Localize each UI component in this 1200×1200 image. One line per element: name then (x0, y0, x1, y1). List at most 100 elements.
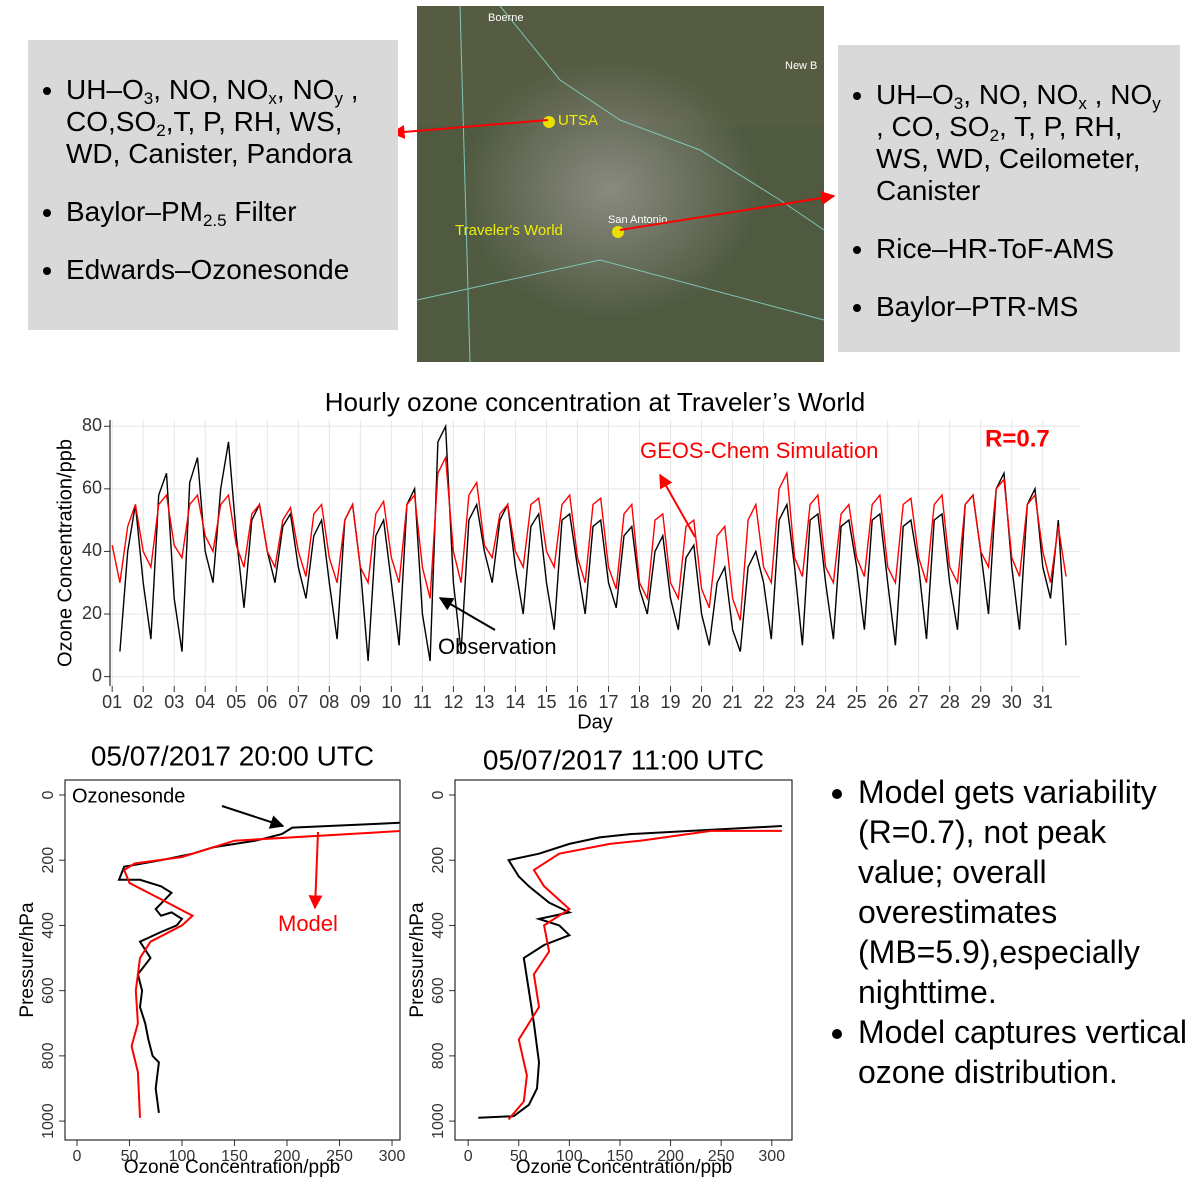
x-axis-title: Ozone Concentration/ppb (124, 1157, 341, 1178)
x-tick-label: 19 (661, 692, 681, 712)
subscript: 3 (143, 89, 154, 108)
x-tick-label: 02 (133, 692, 153, 712)
x-tick-label: 29 (971, 692, 991, 712)
text-run: UH–O (876, 79, 954, 110)
subscript: x (1078, 94, 1087, 113)
plot-frame (454, 779, 793, 1141)
x-axis-title: Day (577, 711, 613, 733)
y-tick-label: 400 (40, 912, 57, 939)
map-boundary (416, 5, 825, 363)
x-tick-label: 10 (381, 692, 401, 712)
x-tick-label: 08 (319, 692, 339, 712)
x-tick-label: 04 (195, 692, 215, 712)
y-tick-label: 600 (40, 977, 57, 1004)
instrument-item: Baylor–PM2.5 Filter (66, 196, 390, 229)
chart-title: 05/07/2017 11:00 UTC (483, 744, 764, 775)
x-tick-label: 50 (121, 1148, 139, 1165)
y-tick-label: 600 (430, 977, 447, 1004)
x-tick-label: 03 (164, 692, 184, 712)
series-line (119, 423, 1067, 662)
text-run: , NO, NO (153, 74, 269, 105)
text-run: , CO,SO (66, 74, 359, 137)
y-tick-label: 0 (92, 665, 102, 685)
instrument-item: Baylor–PTR-MS (876, 291, 1174, 323)
text-run: Baylor–PM (66, 196, 203, 227)
subscript: y (1152, 94, 1161, 113)
x-tick-label: 23 (785, 692, 805, 712)
map-label: New B (785, 60, 817, 72)
x-tick-label: 01 (102, 692, 122, 712)
text-run: , CO, SO (876, 111, 990, 142)
x-tick-label: 300 (379, 1148, 406, 1165)
instrument-item: UH–O3, NO, NOx, NOy , CO,SO2,T, P, RH, W… (66, 74, 390, 170)
subscript: y (334, 89, 343, 108)
map-label: San Antonio (608, 214, 667, 226)
instrument-item: UH–O3, NO, NOx , NOy , CO, SO2, T, P, RH… (876, 79, 1174, 207)
y-tick-label: 60 (82, 478, 102, 498)
annotation: Observation (438, 634, 557, 659)
y-tick-label: 0 (40, 790, 57, 799)
y-tick-label: 1000 (430, 1103, 447, 1139)
x-tick-label: 14 (505, 692, 525, 712)
y-tick-label: 200 (430, 847, 447, 874)
annotation-arrow (659, 473, 696, 538)
x-tick-label: 200 (657, 1148, 684, 1165)
x-tick-label: 25 (847, 692, 867, 712)
x-tick-label: 06 (257, 692, 277, 712)
y-tick-label: 20 (82, 603, 102, 623)
y-tick-label: 800 (40, 1042, 57, 1069)
x-tick-label: 20 (692, 692, 712, 712)
y-tick-label: 400 (430, 912, 447, 939)
x-tick-label: 50 (510, 1148, 528, 1165)
text-run: UH–O (66, 74, 144, 105)
x-tick-label: 24 (816, 692, 836, 712)
text-run: Filter (226, 196, 297, 227)
y-tick-label: 0 (430, 790, 447, 799)
y-axis-title: Ozone Concentration/ppb (54, 439, 76, 667)
x-tick-label: 250 (326, 1148, 353, 1165)
y-axis-title: Pressure/hPa (17, 902, 38, 1018)
x-tick-label: 21 (723, 692, 743, 712)
annotation-arrow (221, 805, 285, 829)
x-tick-label: 11 (413, 692, 432, 712)
annotation-arrow (308, 831, 323, 910)
annotation: GEOS-Chem Simulation (640, 438, 878, 463)
map-label: Boerne (488, 12, 523, 24)
text-run: ,T, P, RH, WS, WD, Canister, Pandora (66, 106, 353, 169)
instrument-box: UH–O3, NO, NOx , NOy , CO, SO2, T, P, RH… (838, 45, 1180, 352)
x-tick-label: 27 (909, 692, 929, 712)
x-tick-label: 26 (878, 692, 898, 712)
text-run: Edwards–Ozonesonde (66, 254, 350, 285)
site-label: Traveler's World (455, 222, 563, 239)
y-tick-label: 1000 (40, 1103, 57, 1139)
site-label: UTSA (558, 112, 598, 129)
x-tick-label: 13 (474, 692, 494, 712)
text-run: Rice–HR-ToF-AMS (876, 233, 1115, 264)
x-tick-label: 100 (556, 1148, 583, 1165)
notes-list: Model gets variability (R=0.7), not peak… (820, 772, 1190, 1092)
text-run: Baylor–PTR-MS (876, 291, 1079, 322)
arrow (619, 191, 836, 231)
note: Model gets variability (R=0.7), not peak… (858, 772, 1190, 1012)
x-tick-label: 28 (940, 692, 960, 712)
chart-title: 05/07/2017 20:00 UTC (91, 740, 374, 771)
x-axis-title: Ozone Concentration/ppb (516, 1157, 733, 1178)
x-tick-label: 100 (169, 1148, 196, 1165)
x-tick-label: 09 (350, 692, 370, 712)
chart: 0 50 100 150 200 250 300 0 200 400 600 800 1000 05/07… (17, 740, 405, 1178)
y-tick-label: 80 (82, 415, 102, 435)
x-tick-label: 17 (598, 692, 618, 712)
instrument-item: Rice–HR-ToF-AMS (876, 233, 1174, 265)
series-line (507, 829, 782, 1121)
plot-background (110, 420, 1080, 686)
chart: 0 50 100 150 200 250 300 0 200 400 600 800 1000 05/07… (407, 744, 793, 1178)
notes: Model gets variability (R=0.7), not peak… (820, 772, 1190, 1092)
x-tick-label: 30 (1002, 692, 1022, 712)
text-run: , T, P, RH, WS, WD, Ceilometer, Canister (876, 111, 1141, 206)
annotation: R=0.7 (985, 425, 1050, 452)
instrument-list: UH–O3, NO, NOx , NOy , CO, SO2, T, P, RH… (838, 79, 1174, 323)
annotation: Model (278, 911, 338, 936)
y-tick-label: 800 (430, 1042, 447, 1069)
annotation-arrow (438, 597, 496, 631)
